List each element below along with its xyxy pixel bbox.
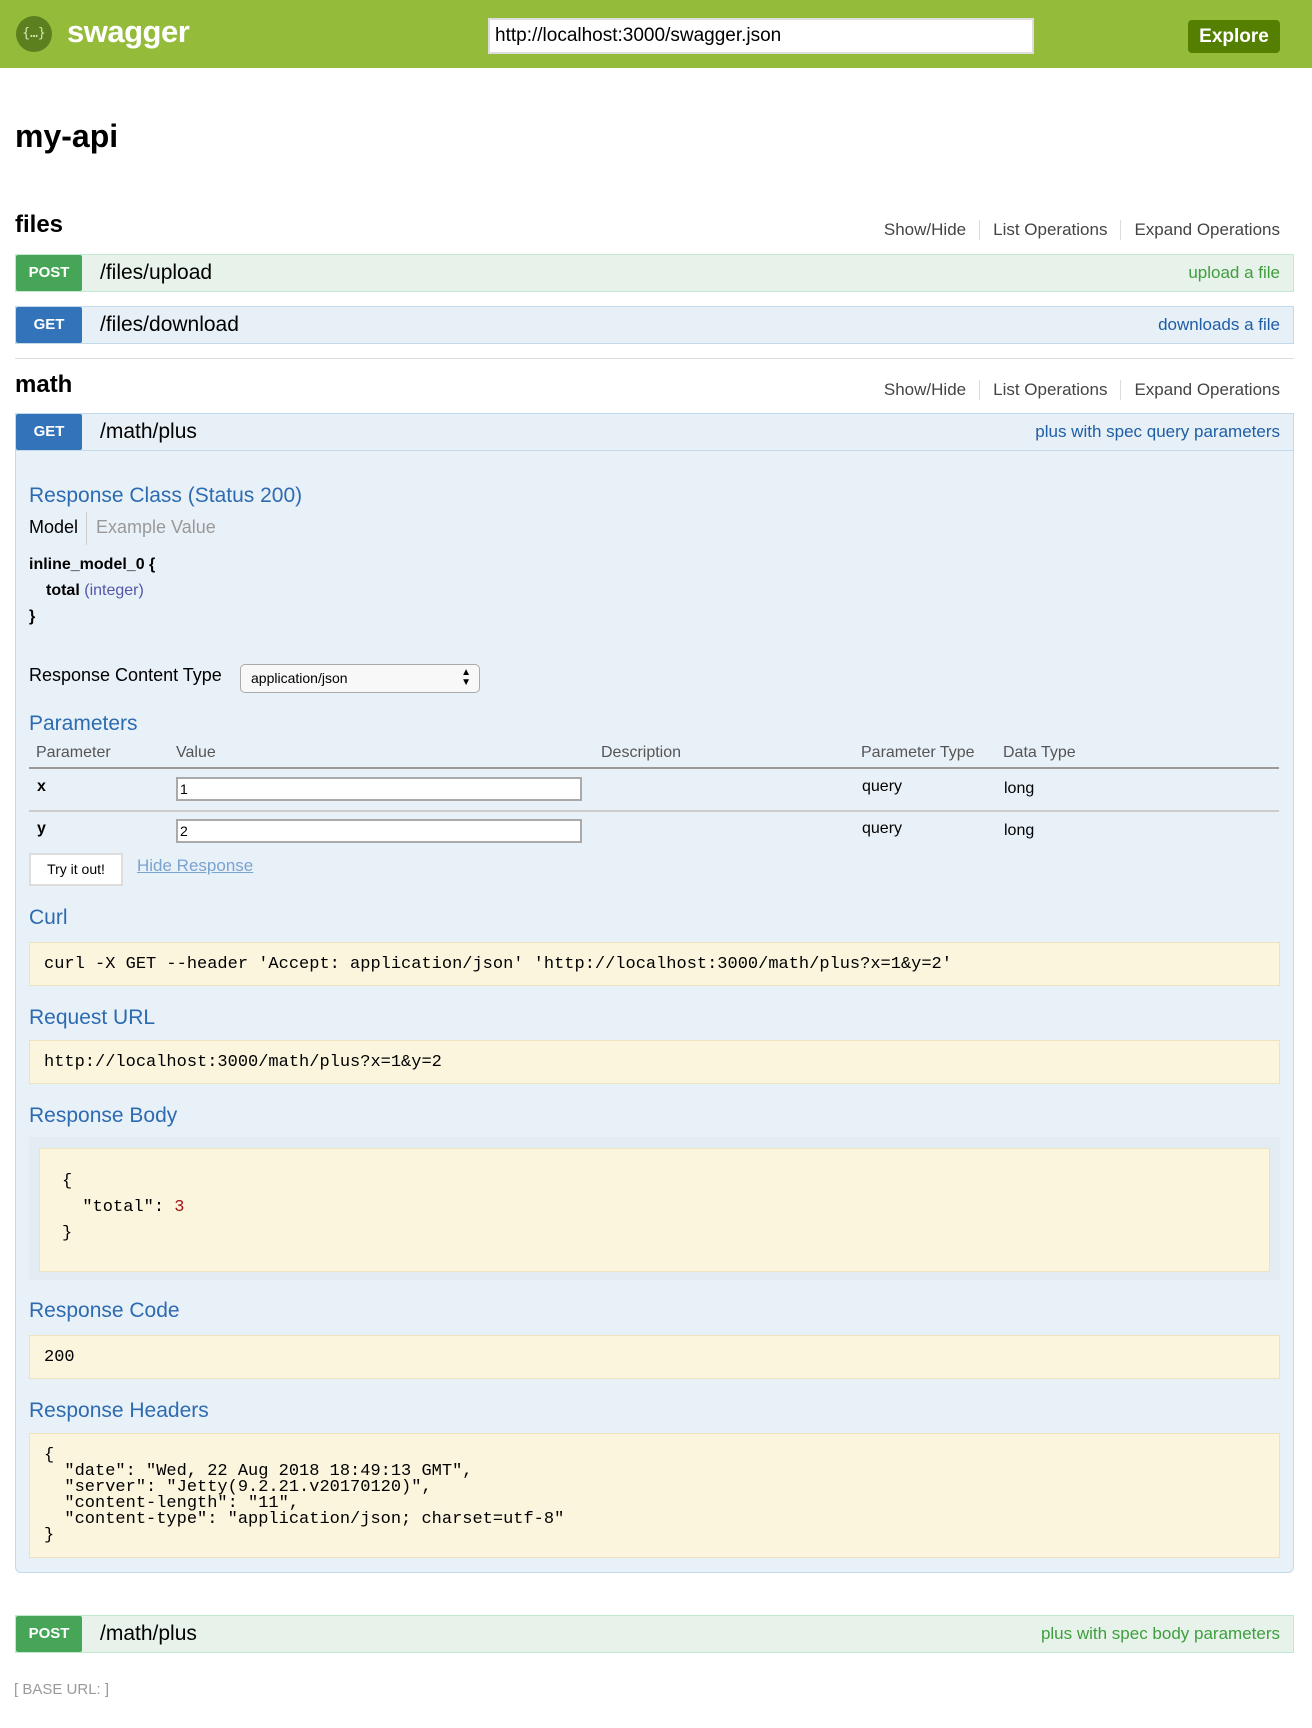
- response-class-title: Response Class (Status 200): [29, 484, 303, 507]
- operation-post-files-upload[interactable]: POST /files/upload upload a file: [15, 254, 1294, 292]
- content-type-select[interactable]: application/json ▲ ▼: [240, 664, 480, 693]
- col-parameter-type: Parameter Type: [861, 744, 975, 761]
- model-close: }: [29, 608, 36, 625]
- operation-path[interactable]: /files/download: [100, 313, 239, 336]
- response-code-title: Response Code: [29, 1299, 180, 1322]
- section-links-math: Show/Hide List Operations Expand Operati…: [871, 380, 1280, 400]
- method-badge[interactable]: POST: [16, 1616, 82, 1652]
- operation-summary[interactable]: downloads a file: [1158, 315, 1280, 334]
- col-data-type: Data Type: [1003, 744, 1076, 761]
- json-open: {: [62, 1172, 73, 1191]
- response-headers-box: { "date": "Wed, 22 Aug 2018 18:49:13 GMT…: [29, 1433, 1280, 1558]
- explore-button[interactable]: Explore: [1188, 20, 1280, 53]
- base-url-footer: [ BASE URL: ]: [14, 1681, 110, 1698]
- expand-operations-link[interactable]: Expand Operations: [1134, 380, 1280, 399]
- operation-summary[interactable]: plus with spec body parameters: [1040, 1624, 1280, 1643]
- param-x-input[interactable]: [176, 777, 582, 801]
- request-url-box: http://localhost:3000/math/plus?x=1&y=2: [29, 1040, 1280, 1084]
- param-type: query: [862, 778, 903, 795]
- col-description: Description: [601, 744, 682, 761]
- operation-summary[interactable]: upload a file: [1188, 263, 1280, 282]
- param-data-type: long: [1004, 780, 1035, 797]
- col-parameter: Parameter: [36, 744, 111, 761]
- operation-post-math-plus[interactable]: POST /math/plus plus with spec body para…: [15, 1615, 1294, 1653]
- try-it-out-button[interactable]: Try it out!: [29, 853, 123, 886]
- operation-get-files-download[interactable]: GET /files/download downloads a file: [15, 306, 1294, 344]
- tab-divider: [86, 512, 87, 545]
- param-data-type: long: [1004, 822, 1035, 839]
- section-title-math[interactable]: math: [15, 371, 73, 398]
- param-name-x: x: [37, 778, 46, 795]
- base-url-label: BASE URL:: [22, 1681, 105, 1698]
- method-badge[interactable]: GET: [16, 307, 82, 343]
- logo-text: swagger: [67, 14, 190, 49]
- show-hide-link[interactable]: Show/Hide: [871, 380, 981, 400]
- model-property: total (integer): [46, 582, 144, 599]
- content-type-value: application/json: [251, 670, 348, 686]
- curl-title: Curl: [29, 906, 68, 929]
- top-bar: {…} swagger Explore: [0, 0, 1312, 68]
- section-divider: [15, 358, 1294, 359]
- curl-command: curl -X GET --header 'Accept: applicatio…: [44, 954, 952, 974]
- json-close: }: [62, 1224, 73, 1243]
- col-value: Value: [176, 744, 216, 761]
- operation-get-math-plus[interactable]: GET /math/plus plus with spec query para…: [15, 413, 1294, 451]
- response-code-box: 200: [29, 1335, 1280, 1379]
- json-key: "total":: [82, 1198, 175, 1217]
- param-y-input[interactable]: [176, 819, 582, 843]
- request-url: http://localhost:3000/math/plus?x=1&y=2: [44, 1052, 442, 1072]
- content-type-label: Response Content Type: [29, 665, 222, 685]
- response-body: { "total": 3}: [39, 1148, 1270, 1272]
- operation-path[interactable]: /math/plus: [100, 420, 197, 443]
- json-value: 3: [174, 1198, 185, 1217]
- operation-detail-panel: [15, 450, 1294, 1573]
- method-badge[interactable]: GET: [16, 414, 82, 450]
- operation-summary[interactable]: plus with spec query parameters: [1035, 422, 1280, 441]
- model-tab[interactable]: Model: [29, 517, 79, 537]
- response-body-title: Response Body: [29, 1104, 178, 1127]
- response-headers-title: Response Headers: [29, 1399, 209, 1422]
- model-name: inline_model_0 {: [29, 556, 156, 573]
- list-operations-link[interactable]: List Operations: [980, 220, 1122, 240]
- method-badge[interactable]: POST: [16, 255, 82, 291]
- property-type: integer: [89, 582, 139, 599]
- operation-path[interactable]: /math/plus: [100, 1622, 197, 1645]
- parameters-title: Parameters: [29, 712, 138, 735]
- page-title: my-api: [15, 118, 119, 154]
- list-operations-link[interactable]: List Operations: [980, 380, 1122, 400]
- spec-url-input[interactable]: [488, 18, 1034, 54]
- operation-path[interactable]: /files/upload: [100, 261, 213, 284]
- swagger-logo-icon: {…}: [16, 16, 52, 52]
- json-line: "total": 3: [62, 1195, 1247, 1221]
- section-links-files: Show/Hide List Operations Expand Operati…: [871, 220, 1280, 240]
- property-name: total: [46, 582, 80, 599]
- row-divider: [29, 810, 1279, 812]
- curl-box: curl -X GET --header 'Accept: applicatio…: [29, 942, 1280, 986]
- expand-operations-link[interactable]: Expand Operations: [1134, 220, 1280, 239]
- show-hide-link[interactable]: Show/Hide: [871, 220, 981, 240]
- hide-response-link[interactable]: Hide Response: [137, 856, 254, 875]
- example-value-tab[interactable]: Example Value: [96, 517, 216, 537]
- section-title-files[interactable]: files: [15, 211, 64, 238]
- param-type: query: [862, 820, 903, 837]
- select-arrows-icon: ▲ ▼: [461, 667, 471, 688]
- table-header-rule: [29, 767, 1279, 769]
- response-code: 200: [44, 1347, 75, 1367]
- response-headers: { "date": "Wed, 22 Aug 2018 18:49:13 GMT…: [44, 1445, 565, 1545]
- param-name-y: y: [37, 820, 46, 837]
- request-url-title: Request URL: [29, 1006, 156, 1029]
